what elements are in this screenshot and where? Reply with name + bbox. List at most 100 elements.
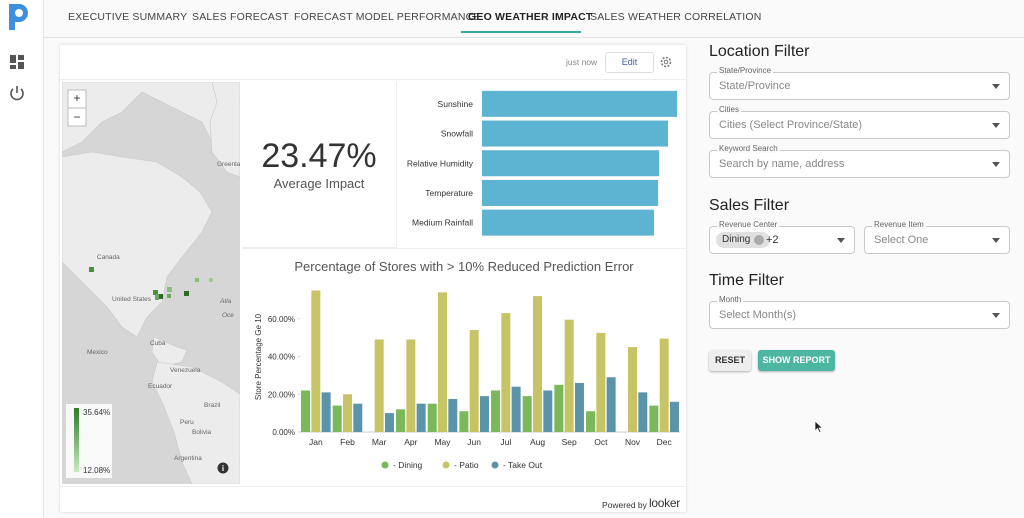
chip-more: +2 <box>766 234 779 246</box>
svg-text:+: + <box>73 91 80 105</box>
bar <box>669 401 679 432</box>
x-tick-label: Jan <box>309 437 323 447</box>
x-tick-label: Mar <box>372 437 387 447</box>
nav-tab[interactable]: SALES WEATHER CORRELATION <box>590 11 762 23</box>
field-label: Cities <box>717 105 742 114</box>
dropdown-caret <box>992 313 1000 318</box>
bar <box>501 313 511 432</box>
dashboard-icon[interactable] <box>10 55 24 69</box>
legend-swatch <box>442 461 450 469</box>
bar <box>416 403 426 432</box>
bar <box>479 396 489 432</box>
nav-tab[interactable]: GEO WEATHER IMPACT <box>468 11 593 23</box>
bar <box>459 411 469 432</box>
bar <box>586 411 596 432</box>
bar <box>482 150 660 177</box>
nav-tab[interactable]: SALES FORECAST <box>192 11 289 23</box>
store-markers <box>89 267 213 300</box>
bar <box>482 90 677 117</box>
show-report-button[interactable]: SHOW REPORT <box>758 350 835 371</box>
chip-remove[interactable] <box>754 235 764 245</box>
bar <box>469 330 479 432</box>
map-legend <box>66 404 112 478</box>
bar <box>332 405 342 432</box>
bar-label: Temperature <box>425 188 473 198</box>
bar <box>427 403 437 432</box>
filter-field[interactable]: Cities Cities (Select Province/State) <box>709 105 1010 139</box>
bar <box>638 392 648 432</box>
cursor <box>814 420 824 433</box>
timestamp: just now <box>566 57 598 67</box>
y-tick-label: 60.00% <box>268 315 295 324</box>
map-legend-max: 35.64% <box>83 408 110 417</box>
filter-field[interactable]: Keyword Search Search by name, address <box>709 144 1010 178</box>
logo[interactable] <box>9 4 28 30</box>
legend-label: - Dining <box>393 460 423 470</box>
x-tick-label: Jul <box>500 437 511 447</box>
bar <box>649 405 659 432</box>
map-label: Mexico <box>87 349 108 356</box>
map-legend-min: 12.08% <box>83 466 110 475</box>
bar-label: Relative Humidity <box>407 158 474 168</box>
time-filter-title: Time Filter <box>709 272 784 289</box>
logo-hole <box>15 9 23 17</box>
revenue-center-field[interactable]: Revenue Center Dining +2 <box>709 220 855 254</box>
bar <box>574 382 584 432</box>
x-tick-label: Dec <box>657 437 673 447</box>
field-label: State/Province <box>717 66 774 75</box>
bar <box>482 179 659 206</box>
map-label: Brazil <box>204 402 221 409</box>
zoom-control[interactable]: + − <box>67 89 87 127</box>
y-tick-label: 0.00% <box>272 428 295 437</box>
footer-divider <box>60 486 686 487</box>
kpi-tile: 23.47% Average Impact <box>242 82 397 248</box>
dropdown-caret <box>837 238 845 243</box>
field-label: Month <box>717 295 744 304</box>
field-placeholder: Search by name, address <box>719 158 845 170</box>
bar <box>482 209 654 236</box>
field-placeholder: Select One <box>874 234 929 246</box>
power-icon[interactable] <box>10 86 24 101</box>
revenue-item-field[interactable]: Revenue Item Select One <box>864 220 1010 254</box>
bar <box>533 296 542 432</box>
top-nav <box>44 0 1024 38</box>
looker-brand: looker <box>649 496 680 510</box>
x-tick-label: Nov <box>625 437 641 447</box>
bar <box>301 390 311 432</box>
x-tick-label: Feb <box>340 437 355 447</box>
bar <box>522 396 532 432</box>
map-label: Canada <box>97 254 120 261</box>
settings-icon[interactable] <box>659 55 673 69</box>
nav-tab[interactable]: EXECUTIVE SUMMARY <box>68 11 188 23</box>
bar <box>343 394 352 432</box>
bar-chart: Percentage of Stores with > 10% Reduced … <box>254 259 680 470</box>
y-tick-label: 20.00% <box>268 390 295 399</box>
bar <box>438 292 447 432</box>
powered-by: Powered by <box>602 500 647 510</box>
x-tick-label: May <box>434 437 451 447</box>
bar <box>374 339 384 432</box>
bar <box>628 347 637 432</box>
nav-tab[interactable]: FORECAST MODEL PERFORMANCE <box>294 11 481 23</box>
bar <box>606 377 616 432</box>
field-placeholder: Select Month(s) <box>719 309 797 321</box>
info-icon-glyph: i <box>222 464 224 473</box>
info-icon[interactable] <box>217 462 229 474</box>
edit-button[interactable]: Edit <box>605 52 654 73</box>
dropdown-caret <box>992 238 1000 243</box>
reset-button[interactable]: RESET <box>709 350 751 371</box>
y-tick-label: 40.00% <box>268 353 295 362</box>
map-label: Bolivia <box>192 429 212 436</box>
x-tick-label: Aug <box>530 437 545 447</box>
field-label: Revenue Center <box>717 220 780 229</box>
land <box>62 82 240 484</box>
filter-field[interactable]: State/Province State/Province <box>709 66 1010 100</box>
map-label: Oce <box>222 312 234 319</box>
svg-text:−: − <box>73 110 80 124</box>
x-tick-label: Sep <box>562 437 577 447</box>
bar-label: Sunshine <box>438 99 474 109</box>
month-field[interactable]: Month Select Month(s) <box>709 295 1010 329</box>
kpi-label: Average Impact <box>273 176 365 191</box>
bar <box>511 386 521 432</box>
map: + − 35.64% 12.08% i Greenla Canada United … <box>62 82 240 484</box>
